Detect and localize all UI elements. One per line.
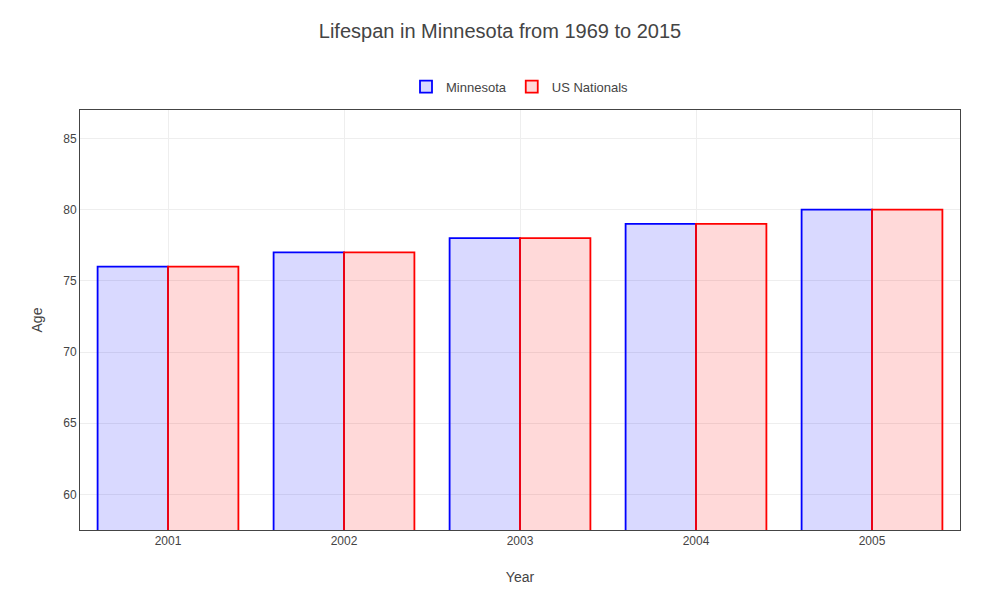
- svg-text:70: 70: [63, 345, 77, 359]
- svg-text:75: 75: [63, 274, 77, 288]
- svg-text:Lifespan in Minnesota from 196: Lifespan in Minnesota from 1969 to 2015: [319, 20, 681, 42]
- svg-text:60: 60: [63, 488, 77, 502]
- svg-text:2005: 2005: [859, 534, 886, 548]
- svg-text:Minnesota: Minnesota: [446, 80, 507, 95]
- svg-text:2001: 2001: [155, 534, 182, 548]
- svg-text:2004: 2004: [683, 534, 710, 548]
- svg-text:65: 65: [63, 416, 77, 430]
- svg-text:2002: 2002: [331, 534, 358, 548]
- svg-text:80: 80: [63, 203, 77, 217]
- svg-text:Age: Age: [29, 307, 45, 332]
- svg-text:85: 85: [63, 132, 77, 146]
- svg-text:Year: Year: [506, 569, 535, 585]
- svg-text:US Nationals: US Nationals: [552, 80, 628, 95]
- svg-text:2003: 2003: [507, 534, 534, 548]
